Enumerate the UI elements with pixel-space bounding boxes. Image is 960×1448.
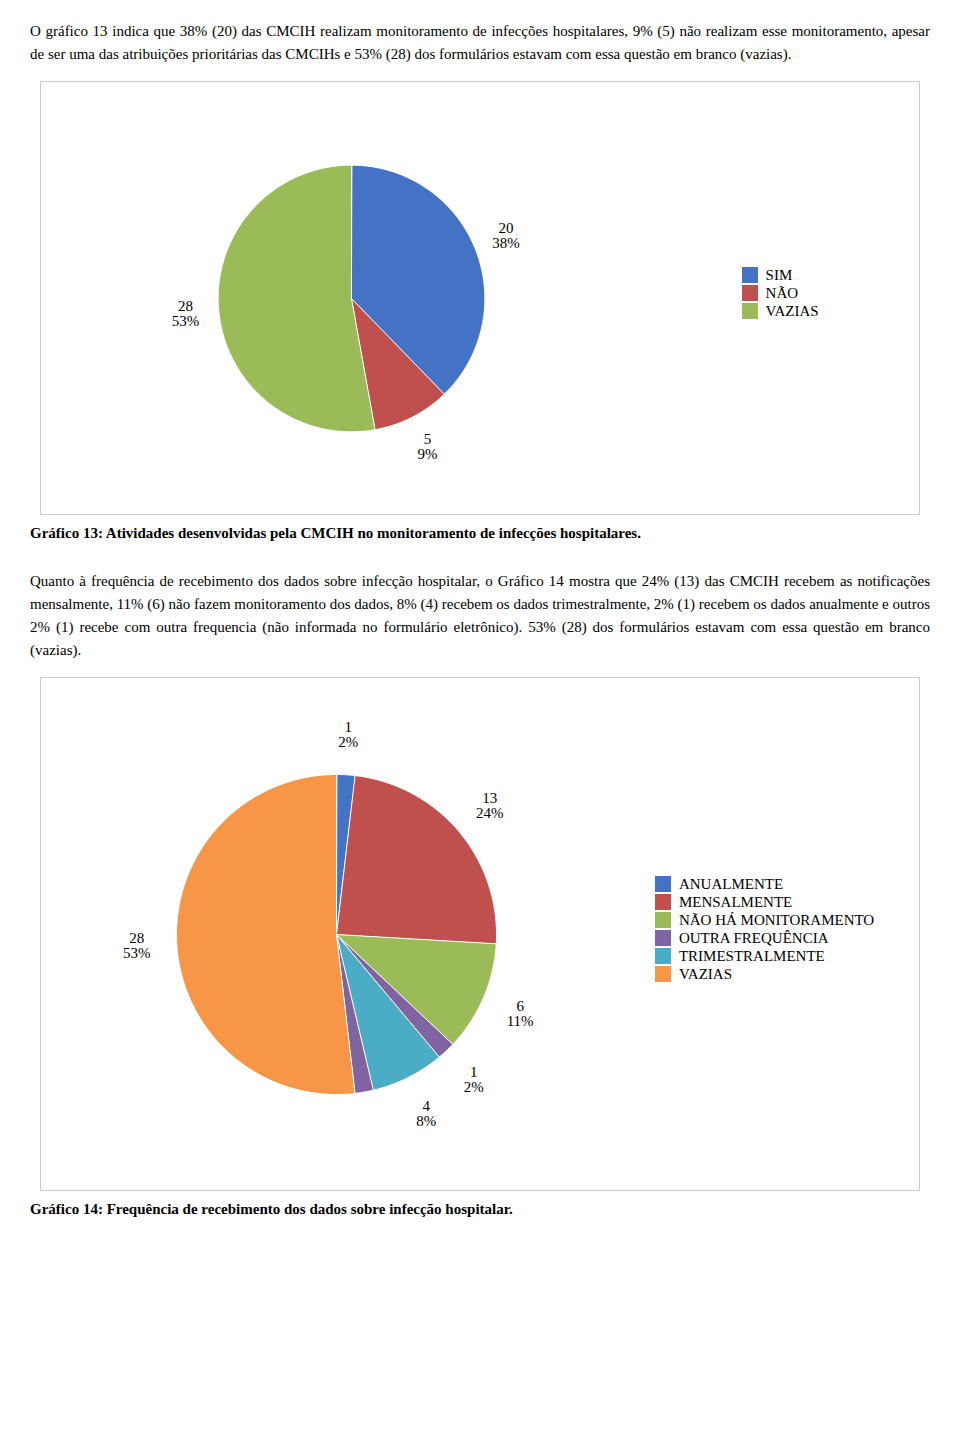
svg-text:611%: 611% xyxy=(506,998,533,1029)
svg-text:12%: 12% xyxy=(338,719,358,750)
html-text:MENSALMENTE: MENSALMENTE xyxy=(678,893,793,910)
html-text:Gráfico 13: Atividades desenvo: Gráfico 13: Atividades desenvolvidas pel… xyxy=(30,524,641,541)
svg-text:12%: 12% xyxy=(464,1064,484,1095)
html-text:SIM: SIM xyxy=(765,266,793,283)
svg-text:48%: 48% xyxy=(416,1097,436,1128)
svg-text:59%: 59% xyxy=(418,431,438,462)
html-text:Gráfico 14: Frequência de rece: Gráfico 14: Frequência de recebimento do… xyxy=(30,1200,513,1217)
html-text:TRIMESTRALMENTE: TRIMESTRALMENTE xyxy=(678,947,825,964)
svg-text:2853%: 2853% xyxy=(123,930,151,961)
html-text:NÃO HÁ MONITORAMENTO: NÃO HÁ MONITORAMENTO xyxy=(678,911,875,928)
html-text:VAZIAS: VAZIAS xyxy=(765,302,819,319)
html-text:Quanto à frequência de recebim: Quanto à frequência de recebimento dos d… xyxy=(30,572,930,659)
html-text:NÃO: NÃO xyxy=(765,284,798,301)
svg-text:2038%: 2038% xyxy=(493,220,520,251)
html-text:OUTRA FREQUÊNCIA: OUTRA FREQUÊNCIA xyxy=(678,929,829,946)
html-text:VAZIAS: VAZIAS xyxy=(678,965,732,982)
svg-text:1324%: 1324% xyxy=(476,790,504,821)
html-text:O gráfico 13 indica que 38% (2: O gráfico 13 indica que 38% (20) das CMC… xyxy=(30,23,930,63)
html-text:ANUALMENTE: ANUALMENTE xyxy=(678,875,784,892)
svg-text:2853%: 2853% xyxy=(172,297,200,328)
